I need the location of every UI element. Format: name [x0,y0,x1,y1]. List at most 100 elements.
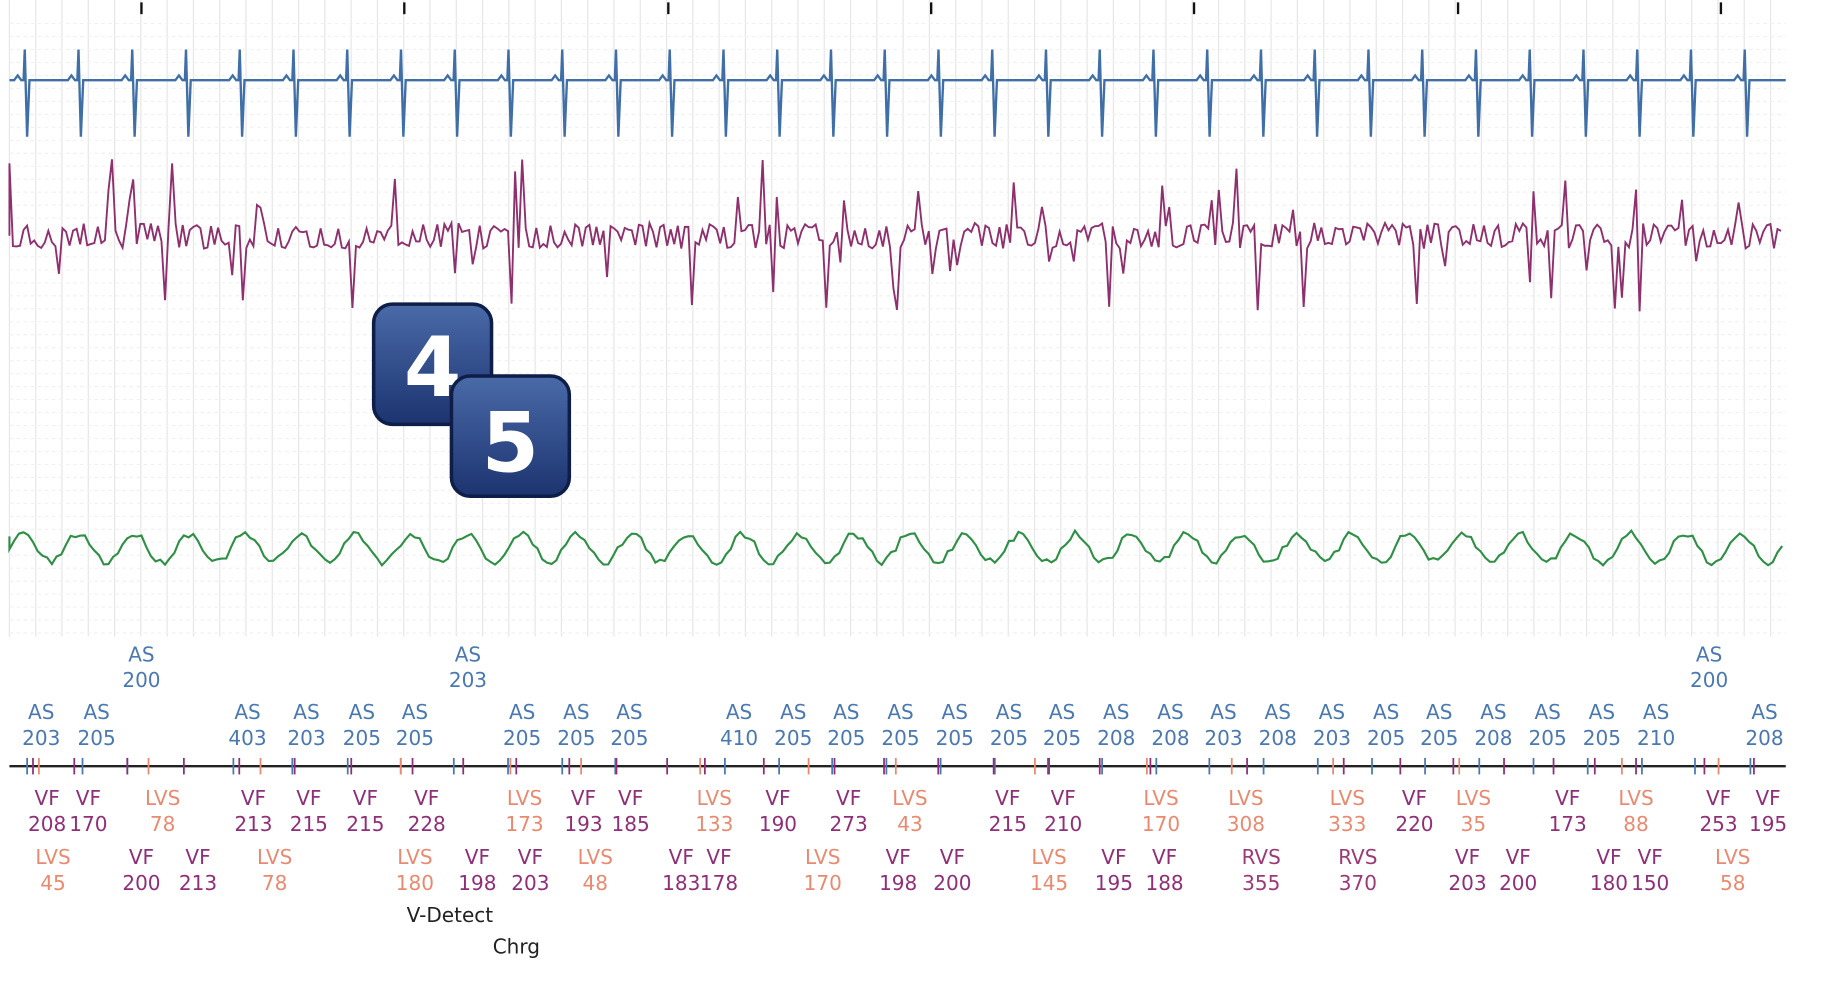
marker-value: 45 [40,871,65,895]
marker-label: VF [1402,786,1427,810]
marker-value: 205 [396,726,434,750]
marker-label: AS [402,700,428,724]
marker-label: AS [563,700,589,724]
marker-label: AS [1373,700,1399,724]
marker-label: LVS [257,845,292,869]
marker-label: VF [518,845,543,869]
marker-value: 403 [228,726,266,750]
marker-value: 205 [1583,726,1621,750]
marker-label: AS [455,642,481,666]
marker-value: 213 [234,812,272,836]
marker-value: 188 [1145,871,1183,895]
marker-value: 150 [1631,871,1669,895]
marker-label: VF [706,845,731,869]
marker-value: 205 [1529,726,1567,750]
marker-label: VF [414,786,439,810]
marker-label: LVS [145,786,180,810]
marker-label: AS [942,700,968,724]
marker-label: LVS [892,786,927,810]
marker-label: AS [234,700,260,724]
marker-value: 190 [759,812,797,836]
marker-value: 198 [879,871,917,895]
marker-value: 78 [262,871,287,895]
marker-value: 173 [505,812,543,836]
marker-label: AS [128,642,154,666]
marker-label: AS [887,700,913,724]
marker-value: 208 [1259,726,1297,750]
marker-label: LVS [1031,845,1066,869]
marker-value: 205 [78,726,116,750]
marker-value: 208 [1097,726,1135,750]
marker-label: LVS [507,786,542,810]
marker-value: 203 [511,871,549,895]
marker-value: 200 [122,668,160,692]
marker-label: AS [1534,700,1560,724]
marker-label: LVS [1715,845,1750,869]
marker-value: 210 [1637,726,1675,750]
egm-ventricular [8,159,1782,312]
marker-value: 145 [1030,871,1068,895]
marker-label: AS [1265,700,1291,724]
marker-label: AS [726,700,752,724]
marker-value: 203 [1448,871,1486,895]
marker-value: 203 [449,668,487,692]
marker-value: 205 [610,726,648,750]
marker-value: 43 [897,812,922,836]
marker-label: AS [509,700,535,724]
marker-value: 308 [1227,812,1265,836]
marker-value: 183 [662,871,700,895]
marker-value: 333 [1328,812,1366,836]
marker-label: VF [1596,845,1621,869]
marker-value: 203 [287,726,325,750]
marker-label: AS [780,700,806,724]
marker-label: AS [83,700,109,724]
marker-value: 185 [612,812,650,836]
marker-value: 133 [695,812,733,836]
grid [8,0,1786,637]
marker-value: 170 [69,812,107,836]
marker-value: 208 [1151,726,1189,750]
marker-value: 203 [1204,726,1242,750]
marker-label: VF [571,786,596,810]
marker-value: 205 [1420,726,1458,750]
marker-value: 205 [990,726,1028,750]
marker-label: VF [1152,845,1177,869]
marker-value: 170 [804,871,842,895]
marker-value: 208 [1745,726,1783,750]
marker-label: AS [996,700,1022,724]
marker-value: 78 [150,812,175,836]
marker-label: VF [1051,786,1076,810]
marker-value: 195 [1095,871,1133,895]
marker-label: AS [616,700,642,724]
marker-value: 205 [343,726,381,750]
marker-value: 198 [458,871,496,895]
marker-label: AS [293,700,319,724]
marker-value: 180 [1590,871,1628,895]
marker-label: VF [241,786,266,810]
marker-label: VF [1555,786,1580,810]
marker-label: VF [1506,845,1531,869]
marker-label: LVS [1456,786,1491,810]
marker-label: VF [618,786,643,810]
marker-value: 205 [503,726,541,750]
marker-label: AS [1049,700,1075,724]
marker-value: 215 [290,812,328,836]
marker-value: 205 [557,726,595,750]
marker-value: 205 [881,726,919,750]
marker-label: VF [35,786,60,810]
marker-value: 213 [179,871,217,895]
marker-label: AS [1751,700,1777,724]
marker-label: VF [185,845,210,869]
marker-label: LVS [578,845,613,869]
marker-value: 210 [1044,812,1082,836]
marker-value: 170 [1142,812,1180,836]
marker-value: 173 [1549,812,1587,836]
marker-value: 253 [1699,812,1737,836]
marker-value: 205 [827,726,865,750]
marker-value: 178 [700,871,738,895]
marker-label: AS [1157,700,1183,724]
marker-value: 205 [1367,726,1405,750]
marker-value: 273 [830,812,868,836]
egm-far-field [8,528,1784,568]
